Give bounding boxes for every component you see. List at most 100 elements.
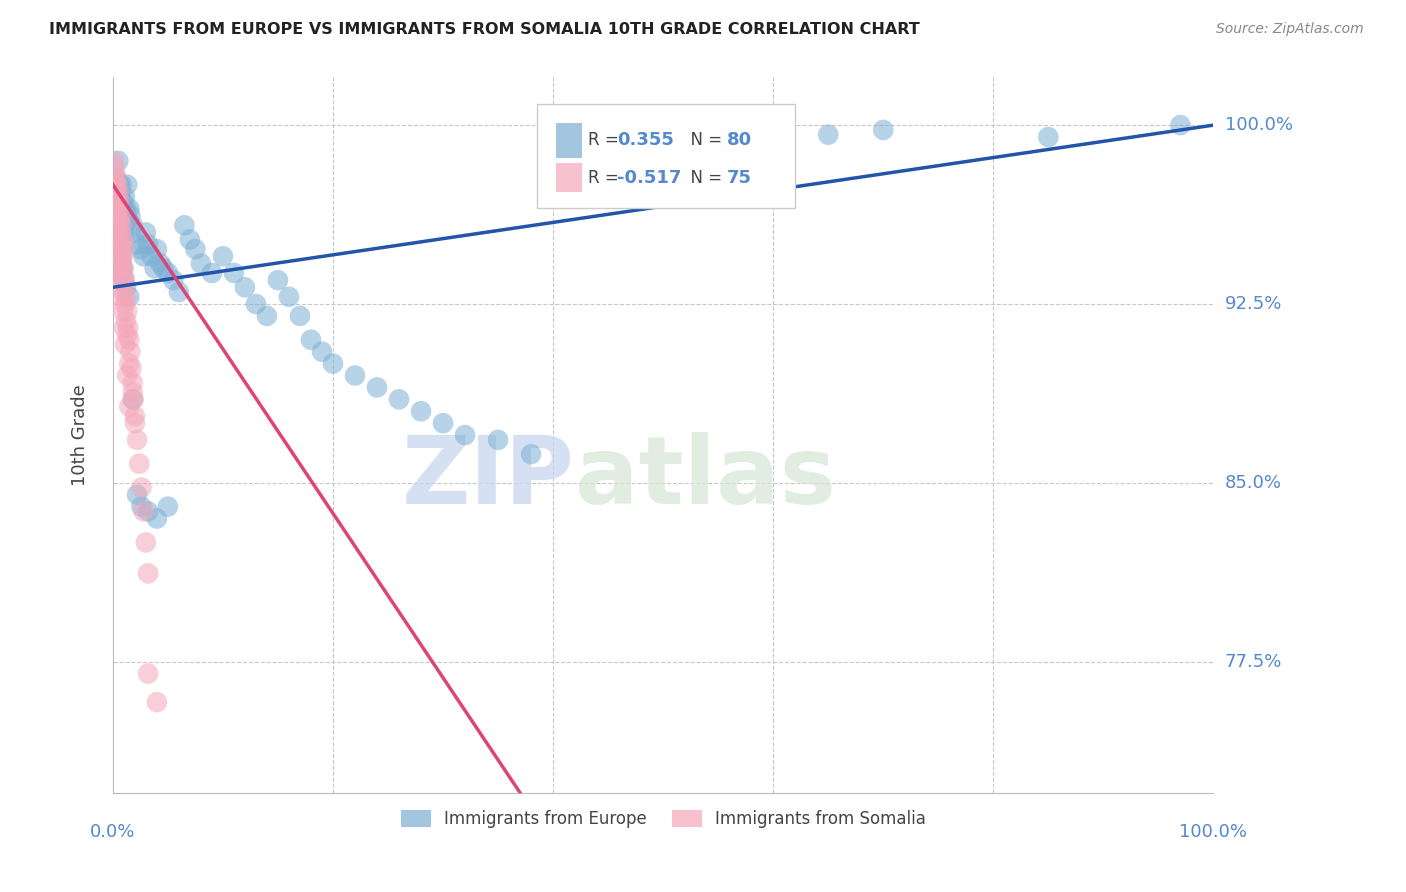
Point bbox=[104, 189, 127, 203]
Point bbox=[173, 219, 195, 233]
Point bbox=[132, 504, 155, 518]
Point bbox=[114, 189, 136, 203]
Point bbox=[245, 297, 267, 311]
FancyBboxPatch shape bbox=[557, 163, 582, 192]
Text: R =: R = bbox=[588, 169, 624, 186]
Point bbox=[105, 170, 128, 185]
FancyBboxPatch shape bbox=[537, 103, 796, 208]
Point bbox=[454, 428, 477, 442]
Point bbox=[121, 361, 143, 376]
Point bbox=[111, 249, 134, 263]
Point bbox=[233, 280, 256, 294]
Point bbox=[114, 337, 136, 351]
Point bbox=[107, 249, 129, 263]
Point bbox=[105, 194, 128, 209]
Point bbox=[409, 404, 432, 418]
Point bbox=[136, 566, 159, 581]
Point bbox=[108, 194, 131, 209]
Point bbox=[110, 249, 132, 263]
Text: 77.5%: 77.5% bbox=[1225, 653, 1282, 671]
Point bbox=[105, 178, 128, 192]
Point bbox=[141, 249, 163, 263]
Point bbox=[146, 242, 169, 256]
Point bbox=[107, 223, 129, 237]
Point bbox=[111, 252, 134, 266]
Point bbox=[146, 695, 169, 709]
Point bbox=[112, 320, 135, 334]
Point bbox=[135, 226, 157, 240]
Point bbox=[146, 511, 169, 525]
Point bbox=[278, 290, 301, 304]
Point bbox=[107, 189, 129, 203]
Point bbox=[115, 328, 138, 343]
Point bbox=[118, 400, 141, 414]
Point bbox=[107, 219, 129, 233]
Point bbox=[103, 153, 125, 168]
Point bbox=[105, 202, 128, 216]
Point bbox=[115, 368, 138, 383]
Point bbox=[162, 273, 184, 287]
Point bbox=[107, 226, 129, 240]
Point bbox=[108, 237, 131, 252]
Point bbox=[104, 213, 127, 227]
Point bbox=[105, 237, 128, 252]
Point bbox=[432, 416, 454, 430]
Point bbox=[118, 290, 141, 304]
Text: R =: R = bbox=[588, 131, 624, 149]
Point bbox=[118, 357, 141, 371]
Point bbox=[111, 219, 134, 233]
Text: -0.517: -0.517 bbox=[617, 169, 682, 186]
Text: 100.0%: 100.0% bbox=[1225, 116, 1292, 134]
Text: IMMIGRANTS FROM EUROPE VS IMMIGRANTS FROM SOMALIA 10TH GRADE CORRELATION CHART: IMMIGRANTS FROM EUROPE VS IMMIGRANTS FRO… bbox=[49, 22, 920, 37]
Point bbox=[111, 237, 134, 252]
Point bbox=[111, 261, 134, 276]
Text: 92.5%: 92.5% bbox=[1225, 295, 1282, 313]
Text: 80: 80 bbox=[727, 131, 752, 149]
Point bbox=[107, 202, 129, 216]
Point bbox=[110, 226, 132, 240]
Point bbox=[121, 219, 143, 233]
Point bbox=[114, 273, 136, 287]
Point bbox=[105, 185, 128, 199]
Point bbox=[103, 202, 125, 216]
Point bbox=[125, 488, 148, 502]
Point bbox=[115, 280, 138, 294]
Point bbox=[110, 273, 132, 287]
Point bbox=[256, 309, 278, 323]
Point bbox=[105, 178, 128, 192]
Point bbox=[125, 433, 148, 447]
Point bbox=[122, 392, 145, 407]
Legend: Immigrants from Europe, Immigrants from Somalia: Immigrants from Europe, Immigrants from … bbox=[394, 803, 932, 835]
Point bbox=[114, 297, 136, 311]
Point bbox=[108, 233, 131, 247]
Point bbox=[267, 273, 290, 287]
Point bbox=[299, 333, 322, 347]
Point bbox=[105, 213, 128, 227]
Point bbox=[110, 209, 132, 223]
Point bbox=[112, 261, 135, 276]
Point bbox=[184, 242, 207, 256]
Point bbox=[520, 447, 543, 461]
Text: 0.0%: 0.0% bbox=[90, 823, 135, 841]
Point bbox=[222, 266, 245, 280]
Point bbox=[111, 256, 134, 270]
Text: 0.355: 0.355 bbox=[617, 131, 673, 149]
Point bbox=[115, 313, 138, 327]
Point bbox=[118, 202, 141, 216]
Point bbox=[108, 213, 131, 227]
Point bbox=[111, 261, 134, 276]
Point bbox=[125, 237, 148, 252]
Text: atlas: atlas bbox=[575, 432, 837, 524]
Point bbox=[288, 309, 311, 323]
Point bbox=[112, 270, 135, 285]
Point bbox=[129, 242, 152, 256]
Point bbox=[111, 194, 134, 209]
Point bbox=[110, 202, 132, 216]
Point bbox=[121, 385, 143, 400]
Point bbox=[143, 261, 166, 276]
Point bbox=[107, 185, 129, 199]
Point bbox=[152, 261, 174, 276]
Point bbox=[105, 202, 128, 216]
Point bbox=[111, 209, 134, 223]
Point bbox=[117, 213, 139, 227]
